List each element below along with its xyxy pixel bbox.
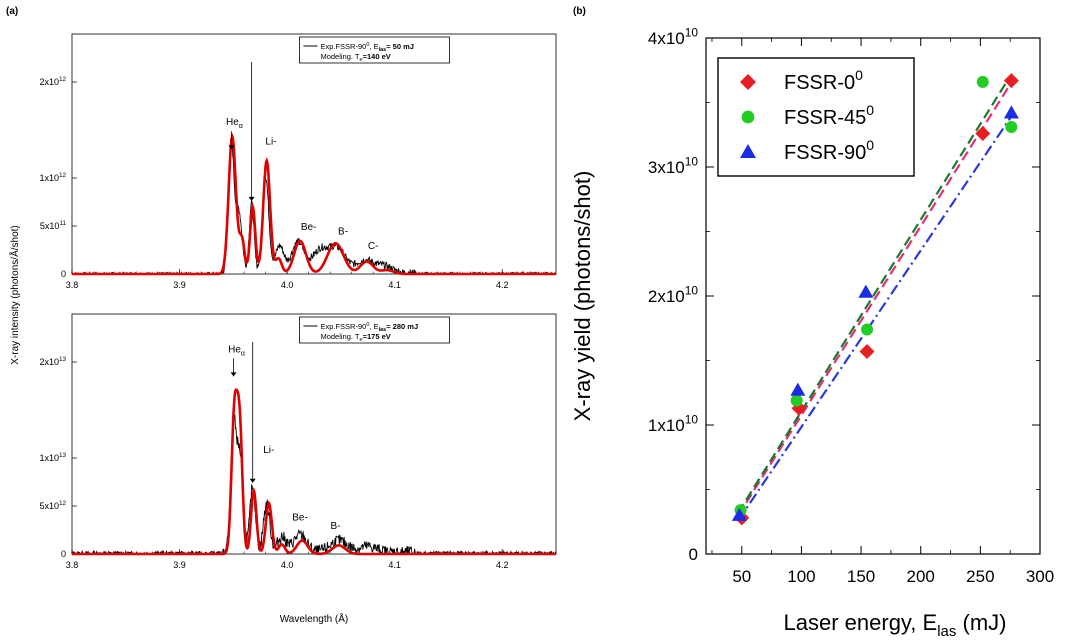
y-tick-label: 4x1010	[648, 25, 698, 48]
annotation-arrowhead	[248, 196, 255, 201]
legend-label: FSSR-00	[784, 67, 863, 94]
legend-marker	[741, 110, 755, 124]
data-point	[1005, 121, 1018, 134]
y-tick-label: 0	[689, 545, 698, 564]
x-tick-label: 3.8	[66, 560, 79, 570]
legend-label: FSSR-900	[784, 137, 874, 164]
legend-label: FSSR-450	[784, 102, 874, 129]
model-line	[72, 388, 556, 556]
y-tick-label: 3x1010	[648, 154, 698, 177]
y-tick-label: 0	[61, 269, 66, 279]
x-tick-label: 4.2	[496, 280, 509, 290]
experiment-line	[71, 137, 557, 276]
annotation-arrowhead	[249, 478, 256, 483]
legend-marker	[740, 74, 756, 90]
annotation-arrowhead	[228, 145, 235, 150]
data-point	[790, 394, 803, 407]
y-tick-label: 0	[61, 549, 66, 559]
x-axis-title: Wavelength (Å)	[280, 612, 349, 625]
data-point	[1003, 73, 1019, 89]
x-tick-label: 200	[907, 567, 935, 586]
plot-frame	[71, 313, 557, 555]
peak-annotation: Heα	[228, 344, 245, 357]
annotation-arrowhead	[230, 372, 237, 377]
legend-marker	[740, 144, 756, 158]
bottom-spectrum-panel: 3.8 3.9 4.0 4.1 4.2 0 5x1012 1x1013 2x1013 Heα Li-…	[8, 225, 557, 625]
y-tick-label: 2x1013	[39, 356, 66, 367]
x-tick-label: 4.0	[281, 280, 294, 290]
fit-line	[737, 112, 1015, 522]
top-spectrum-panel: 3.8 3.9 4.0 4.1 4.2 0 5x1011 1x1012 2x1012 Heα Li-…	[39, 33, 557, 290]
data-point	[859, 343, 875, 359]
x-tick-label: 300	[1026, 567, 1054, 586]
peak-annotation: Heα	[226, 117, 243, 130]
peak-annotation: C-	[368, 241, 379, 252]
peak-annotation: Be-	[292, 512, 308, 523]
fit-line	[737, 83, 1012, 516]
data-point	[861, 323, 874, 336]
y-tick-label: 1x1013	[39, 452, 66, 463]
x-tick-label: 50	[732, 567, 751, 586]
y-tick-label: 5x1011	[40, 220, 67, 231]
yield-scatter-panel: 50 100 150 200 250 300 0 1x1010 2x1010 3x1010 4x10…	[570, 25, 1054, 640]
x-tick-label: 100	[787, 567, 815, 586]
x-tick-label: 150	[847, 567, 875, 586]
x-tick-label: 250	[966, 567, 994, 586]
y-tick-label: 5x1012	[39, 500, 66, 511]
data-point	[858, 284, 874, 298]
x-tick-label: 4.0	[281, 560, 294, 570]
y-axis-title: X-ray yield (photons/shot)	[570, 171, 595, 422]
peak-annotation: Li-	[263, 445, 274, 456]
fit-line	[737, 81, 1008, 514]
peak-annotation: B-	[338, 227, 348, 238]
legend-label-model: Modeling. Te=140 eV	[320, 52, 390, 63]
peak-annotation: Li-	[265, 136, 276, 147]
model-line	[72, 133, 556, 276]
x-axis-title: Laser energy, Elas (mJ)	[784, 610, 1007, 640]
y-tick-label: 1x1010	[648, 412, 698, 435]
data-point	[975, 125, 991, 141]
data-point	[731, 507, 747, 521]
x-tick-label: 4.1	[388, 560, 401, 570]
legend-label-model: Modeling. Te=175 eV	[320, 332, 390, 343]
x-tick-label: 3.9	[173, 560, 186, 570]
x-tick-label: 4.1	[388, 280, 401, 290]
peak-annotation: B-	[331, 521, 341, 532]
y-axis-title: X-ray intensity (photons/Å/shot)	[8, 225, 21, 365]
plot-frame	[71, 33, 557, 275]
panel-label-b: (b)	[573, 6, 586, 17]
y-tick-label: 2x1010	[648, 283, 698, 306]
data-point	[976, 75, 989, 88]
data-point	[1003, 105, 1019, 119]
experiment-line	[71, 414, 557, 556]
legend-label-experiment: Exp.FSSR-900, Elas= 50 mJ	[320, 42, 413, 53]
legend-box	[299, 316, 450, 344]
peak-annotation: Be-	[301, 222, 317, 233]
panel-label-a: (a)	[6, 6, 18, 17]
legend-box	[299, 36, 450, 64]
x-tick-label: 4.2	[496, 560, 509, 570]
x-tick-label: 3.8	[66, 280, 79, 290]
x-tick-label: 3.9	[173, 280, 186, 290]
data-point	[790, 382, 806, 396]
y-tick-label: 2x1012	[39, 76, 66, 87]
legend-label-experiment: Exp.FSSR-900, Elas= 280 mJ	[320, 322, 418, 333]
y-tick-label: 1x1012	[39, 172, 66, 183]
